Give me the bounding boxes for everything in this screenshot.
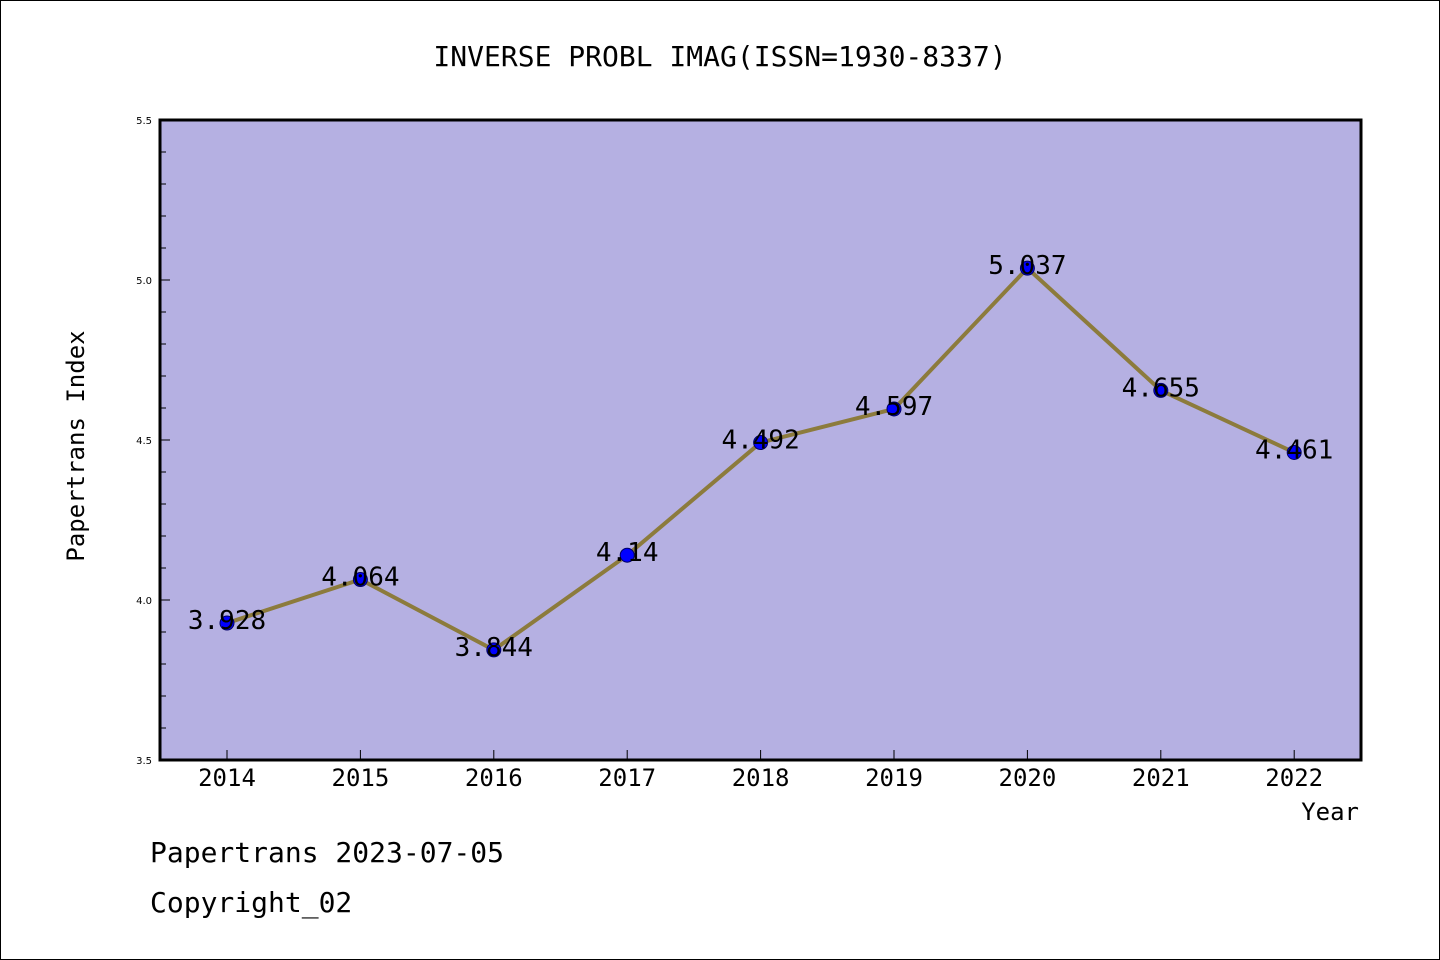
data-label: 4.064 [321, 563, 399, 593]
data-label: 4.461 [1255, 435, 1333, 465]
x-tick-label: 2022 [1265, 764, 1323, 792]
data-label: 4.492 [721, 426, 799, 456]
data-point [1286, 444, 1302, 460]
x-tick-label: 2017 [598, 764, 656, 792]
data-point [1153, 382, 1169, 398]
data-labels: 3.928 4.064 3.844 4.14 4.492 4.597 5.037 4.655 4… [188, 251, 1333, 663]
x-axis: 2014 2015 2016 2017 2018 2019 2020 2021 2022 [198, 750, 1323, 792]
data-point [886, 401, 902, 417]
y-axis-label: Papertrans Index [62, 330, 90, 561]
x-tick-label: 2016 [465, 764, 523, 792]
x-axis-label: Year [1301, 798, 1359, 826]
data-label: 4.14 [596, 538, 659, 568]
x-tick-label: 2020 [999, 764, 1057, 792]
data-point [352, 572, 368, 588]
y-tick-label: 5.0 [136, 276, 152, 287]
y-tick-label: 5.5 [136, 116, 152, 127]
x-tick-label: 2019 [865, 764, 923, 792]
data-point [619, 547, 635, 563]
copyright-text: Copyright_02 [150, 886, 353, 919]
x-tick-label: 2014 [198, 764, 256, 792]
data-label: 3.928 [188, 606, 266, 636]
data-label: 4.655 [1122, 373, 1200, 403]
source-date-text: Papertrans 2023-07-05 [150, 836, 505, 869]
series-1 [219, 260, 1302, 658]
x-tick-label: 2015 [332, 764, 390, 792]
y-tick-label: 3.5 [136, 756, 152, 767]
data-label: 3.844 [455, 633, 533, 663]
data-point [486, 642, 502, 658]
chart-title: INVERSE PROBL IMAG(ISSN=1930-8337) [433, 40, 1006, 73]
y-tick-label: 4.0 [136, 596, 152, 607]
data-label: 4.597 [855, 392, 933, 422]
x-tick-label: 2021 [1132, 764, 1190, 792]
data-label: 5.037 [988, 251, 1066, 281]
data-point [753, 435, 769, 451]
y-tick-label: 4.5 [136, 436, 152, 447]
y-axis: 3.5 4.0 4.5 5.0 5.5 [136, 116, 170, 767]
data-point [1019, 260, 1035, 276]
x-tick-label: 2018 [732, 764, 790, 792]
data-point [219, 615, 235, 631]
